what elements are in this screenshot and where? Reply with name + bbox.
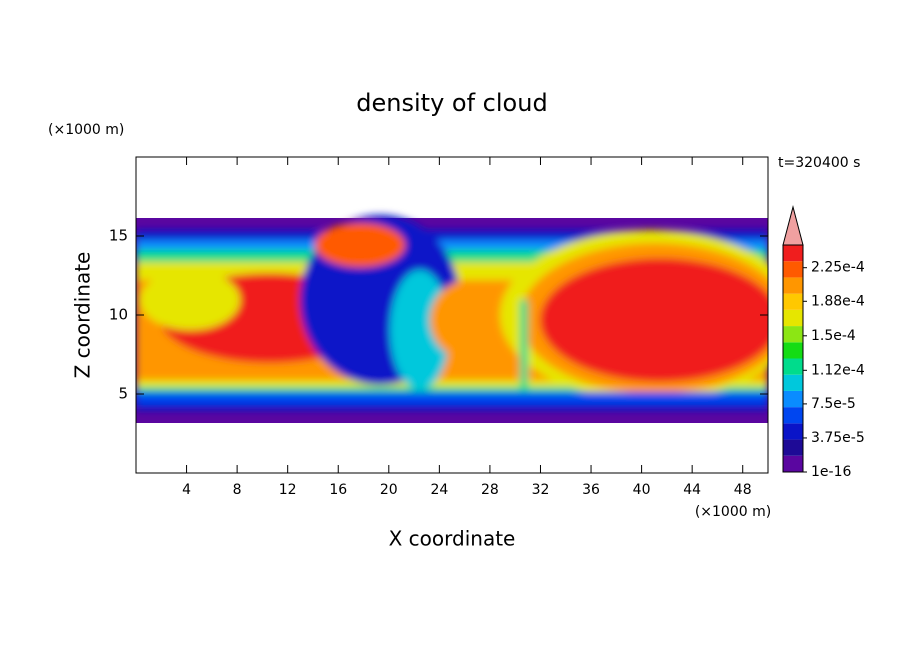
colorbar-band — [783, 326, 803, 343]
x-tick-label: 16 — [329, 482, 347, 498]
colorbar-band — [783, 407, 803, 424]
colorbar-tick-label: 1e-16 — [811, 464, 851, 480]
colorbar-extend — [782, 205, 804, 246]
y-unit: (×1000 m) — [48, 122, 124, 138]
x-tick-label: 4 — [182, 482, 191, 498]
colorbar-band — [783, 309, 803, 327]
colorbar-band — [783, 293, 803, 310]
colorbar-band — [783, 261, 803, 278]
y-tick-label: 10 — [109, 306, 128, 324]
colorbar-tick-label: 3.75e-5 — [811, 430, 865, 446]
colorbar-band — [783, 358, 803, 375]
x-tick-label: 8 — [233, 482, 242, 498]
colorbar-tick-label: 2.25e-4 — [811, 260, 865, 276]
colorbar-band — [783, 423, 803, 440]
x-tick-label: 24 — [430, 482, 448, 498]
colorbar-band — [783, 342, 803, 359]
x-axis-label: X coordinate — [389, 527, 516, 551]
colorbar-band — [783, 277, 803, 294]
x-tick-label: 28 — [481, 482, 499, 498]
y-tick-label: 5 — [118, 385, 128, 403]
y-axis-label: Z coordinate — [71, 252, 95, 379]
x-tick-label: 48 — [734, 482, 752, 498]
x-tick-label: 44 — [683, 482, 701, 498]
colorbar-tick-label: 1.5e-4 — [811, 328, 856, 344]
colorbar-band — [783, 439, 803, 456]
contour-field — [136, 215, 768, 423]
colorbar-band — [783, 245, 803, 262]
colorbar-frame — [782, 244, 804, 473]
x-tick-label: 32 — [532, 482, 550, 498]
colorbar-tick-label: 7.5e-5 — [811, 396, 856, 412]
y-tick-label: 15 — [109, 227, 128, 245]
x-tick-label: 40 — [633, 482, 651, 498]
x-tick-label: 36 — [582, 482, 600, 498]
colorbar-tick-label: 1.88e-4 — [811, 293, 865, 309]
colorbar-band — [783, 455, 803, 472]
colorbar-band — [783, 390, 803, 408]
time-label: t=320400 s — [778, 155, 860, 171]
colorbar-band — [783, 374, 803, 391]
chart-title: density of cloud — [356, 89, 547, 117]
x-unit: (×1000 m) — [695, 504, 771, 520]
x-tick-label: 20 — [380, 482, 398, 498]
x-tick-label: 12 — [279, 482, 297, 498]
colorbar-tick-label: 1.12e-4 — [811, 362, 865, 378]
